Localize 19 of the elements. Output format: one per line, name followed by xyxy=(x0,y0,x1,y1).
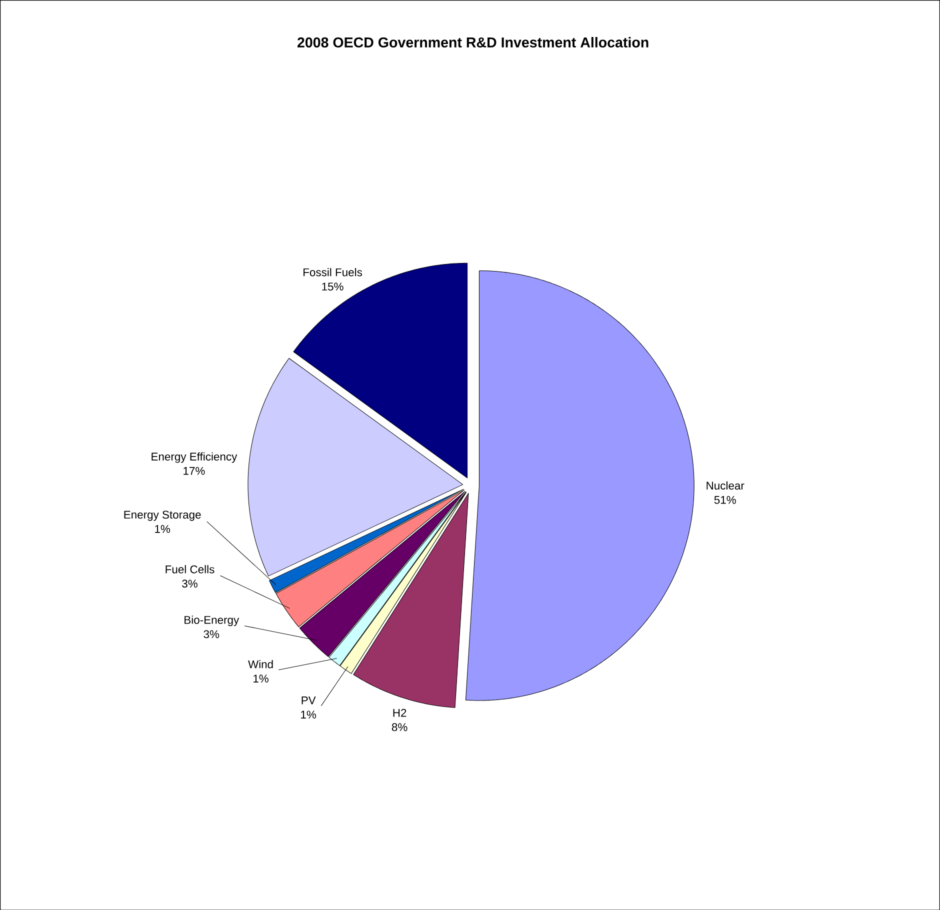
data-label: 3% xyxy=(204,630,220,638)
slice-label: H2 xyxy=(393,708,406,717)
slice-label: Wind xyxy=(248,660,273,668)
slice-label: Fuel Cells xyxy=(166,564,214,574)
data-label: 15% xyxy=(322,282,344,290)
data-label: 51% xyxy=(714,496,736,504)
data-label: 1% xyxy=(254,674,268,682)
chart-title: 2008 OECD Government R&D Investment Allocation xyxy=(297,36,648,48)
data-label: 17% xyxy=(184,466,205,475)
data-label: 8% xyxy=(392,723,408,731)
data-label: 3% xyxy=(182,580,198,588)
data-label: 1% xyxy=(155,524,170,533)
slice-label: Energy Storage xyxy=(124,510,201,521)
slice-label: PV xyxy=(302,696,316,704)
data-label: 1% xyxy=(301,710,316,718)
slice-label: Fossil Fuels xyxy=(304,268,362,276)
slice-label: Bio-Energy xyxy=(184,615,240,626)
slice-label: Nuclear xyxy=(706,481,744,490)
slice-label: Energy Efficiency xyxy=(152,452,238,463)
